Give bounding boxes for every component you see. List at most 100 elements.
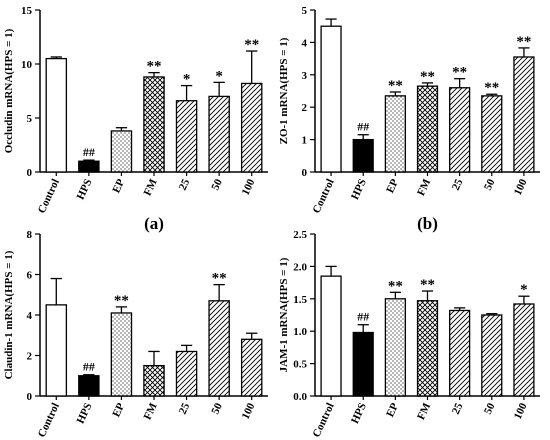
y-tick-label: 15 bbox=[21, 5, 33, 17]
x-tick-label: Control bbox=[36, 401, 62, 439]
bar-50 bbox=[208, 95, 230, 173]
bar-100 bbox=[240, 338, 263, 397]
y-tick-label: 5 bbox=[27, 113, 33, 125]
x-tick-label: HPS bbox=[75, 401, 95, 425]
significance-label: * bbox=[183, 72, 191, 88]
bar-25 bbox=[449, 87, 471, 173]
significance-label: ** bbox=[114, 293, 129, 309]
bar-100 bbox=[513, 56, 535, 173]
y-tick-label: 0 bbox=[302, 167, 308, 179]
x-tick-label: FM bbox=[142, 177, 160, 198]
x-tick-label: FM bbox=[415, 177, 433, 198]
significance-label: ** bbox=[484, 80, 499, 96]
x-tick-label: 50 bbox=[482, 177, 498, 192]
y-tick-label: 2.5 bbox=[293, 229, 307, 241]
y-tick-label: 0 bbox=[27, 391, 33, 403]
significance-label: ## bbox=[357, 120, 369, 134]
significance-label: ** bbox=[244, 37, 259, 53]
y-tick-label: 0 bbox=[27, 167, 33, 179]
y-tick-label: 5 bbox=[302, 5, 308, 17]
significance-label: * bbox=[520, 282, 528, 298]
x-tick-label: Control bbox=[311, 177, 337, 215]
bar-fm bbox=[416, 300, 439, 397]
bar-control bbox=[45, 304, 68, 397]
x-tick-label: 50 bbox=[209, 177, 225, 192]
bar-25 bbox=[449, 309, 471, 397]
y-tick-label: 1 bbox=[302, 135, 308, 147]
x-tick-label: 100 bbox=[512, 401, 530, 421]
significance-label: ** bbox=[212, 271, 227, 287]
x-tick-label: Control bbox=[36, 177, 62, 215]
x-tick-label: 100 bbox=[240, 401, 258, 421]
significance-label: ** bbox=[516, 34, 531, 50]
bar-ep bbox=[110, 312, 133, 397]
significance-label: ## bbox=[83, 145, 95, 159]
x-tick-label: 25 bbox=[177, 401, 193, 416]
panel-label: (d) bbox=[417, 438, 438, 440]
x-tick-label: 100 bbox=[240, 177, 258, 197]
bar-fm bbox=[143, 364, 165, 397]
y-tick-label: 2.0 bbox=[293, 261, 307, 273]
x-tick-label: 25 bbox=[450, 401, 466, 416]
significance-label: ## bbox=[83, 360, 95, 374]
bar-ep bbox=[384, 95, 406, 173]
panel-label: (b) bbox=[417, 214, 438, 233]
y-tick-label: 3 bbox=[302, 70, 308, 82]
significance-label: ** bbox=[420, 69, 435, 85]
chart-panel-a: 0 5 10 15 Occludin mRNA(HPS = 1) Control ## HPS… bbox=[3, 5, 268, 233]
bar-hps bbox=[78, 375, 100, 397]
bar-25 bbox=[175, 350, 198, 397]
bar-100 bbox=[240, 82, 263, 173]
y-axis-label: JAM-1 mRNA(HPS = 1) bbox=[278, 257, 290, 372]
x-tick-label: EP bbox=[384, 401, 401, 419]
bar-fm bbox=[143, 76, 165, 173]
y-axis-label: ZO-1 mRNA(HPS = 1) bbox=[278, 37, 290, 144]
x-tick-label: 25 bbox=[450, 177, 466, 192]
bar-ep bbox=[384, 298, 406, 397]
chart-panel-d: 0.0 0.5 1.0 1.5 2.0 2.5 JAM-1 mRNA(HPS = 1) Con… bbox=[278, 229, 540, 440]
bar-hps bbox=[78, 160, 100, 173]
x-tick-label: HPS bbox=[349, 401, 369, 425]
bar-25 bbox=[175, 100, 198, 173]
y-tick-label: 1.5 bbox=[293, 294, 307, 306]
x-tick-label: 50 bbox=[209, 401, 225, 416]
chart-panel-c: 0 2 4 6 8 Claudin-1 mRNA(HPS = 1) Control ## HPS… bbox=[3, 229, 268, 440]
x-tick-label: FM bbox=[142, 401, 160, 422]
y-tick-label: 2 bbox=[302, 102, 308, 114]
x-tick-label: 50 bbox=[482, 401, 498, 416]
significance-label: ** bbox=[420, 277, 435, 293]
y-axis-label: Claudin-1 mRNA(HPS = 1) bbox=[3, 250, 15, 379]
bar-ep bbox=[110, 130, 133, 173]
y-tick-label: 6 bbox=[27, 270, 33, 282]
y-tick-label: 0.0 bbox=[293, 391, 307, 403]
x-tick-label: EP bbox=[110, 401, 127, 419]
y-tick-label: 2 bbox=[27, 351, 33, 363]
x-tick-label: EP bbox=[384, 177, 401, 195]
bar-50 bbox=[481, 314, 503, 397]
x-tick-label: FM bbox=[415, 401, 433, 422]
y-tick-label: 1.0 bbox=[293, 326, 307, 338]
bar-control bbox=[45, 57, 68, 173]
x-tick-label: Control bbox=[311, 401, 337, 439]
bar-control bbox=[320, 25, 342, 173]
y-tick-label: 4 bbox=[27, 310, 33, 322]
significance-label: ** bbox=[452, 65, 467, 81]
bar-100 bbox=[513, 303, 535, 397]
y-axis-label: Occludin mRNA(HPS = 1) bbox=[3, 28, 15, 153]
y-tick-label: 10 bbox=[21, 59, 33, 71]
bar-hps bbox=[352, 138, 374, 173]
y-tick-label: 4 bbox=[302, 37, 308, 49]
significance-label: ## bbox=[357, 310, 369, 324]
panel-label: (a) bbox=[144, 214, 164, 233]
significance-label: ** bbox=[388, 278, 403, 294]
significance-label: * bbox=[215, 68, 223, 84]
x-tick-label: HPS bbox=[349, 177, 369, 201]
y-tick-label: 8 bbox=[27, 229, 33, 241]
x-tick-label: 100 bbox=[512, 177, 530, 197]
significance-label: ** bbox=[388, 78, 403, 94]
bar-control bbox=[320, 275, 342, 397]
x-tick-label: 25 bbox=[177, 177, 193, 192]
x-tick-label: EP bbox=[110, 177, 127, 195]
bar-50 bbox=[208, 300, 230, 397]
